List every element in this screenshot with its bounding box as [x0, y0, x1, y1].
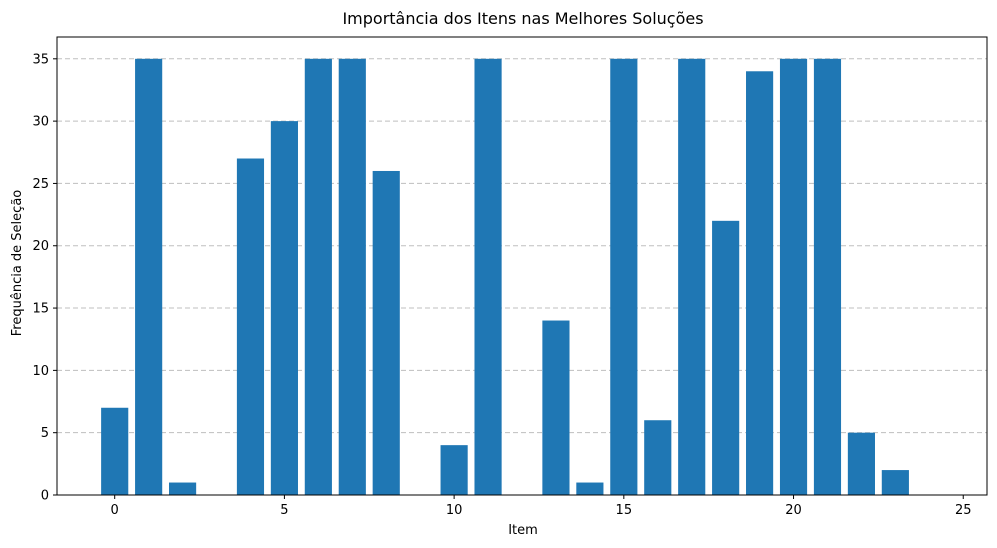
y-axis-label: Frequência de Seleção	[10, 190, 25, 337]
bar-item-11	[474, 58, 502, 496]
chart-title: Importância dos Itens nas Melhores Soluç…	[342, 9, 703, 28]
bar-item-10	[440, 445, 468, 495]
bar-item-23	[881, 470, 909, 495]
bar-item-18	[712, 220, 740, 496]
bar-item-2	[169, 482, 197, 495]
y-tick-label-10: 10	[32, 364, 49, 379]
bars	[101, 58, 909, 496]
bar-item-1	[135, 58, 163, 496]
bar-item-5	[270, 121, 298, 496]
x-tick-label-25: 25	[955, 503, 972, 518]
bar-item-7	[338, 58, 366, 496]
bar-item-15	[610, 58, 638, 496]
bar-item-13	[542, 320, 570, 495]
plot-frame	[56, 36, 988, 496]
x-tick-label-10: 10	[446, 503, 463, 518]
bar-item-4	[236, 158, 265, 496]
bar-item-16	[644, 420, 672, 495]
y-tick-label-0: 0	[41, 489, 49, 504]
bar-item-22	[847, 432, 875, 495]
grid-lines	[57, 58, 987, 496]
bar-item-19	[746, 71, 774, 496]
y-tick-label-15: 15	[32, 302, 49, 317]
x-tick-label-0: 0	[111, 503, 119, 518]
x-tick-label-15: 15	[616, 503, 633, 518]
y-tick-label-20: 20	[32, 239, 49, 254]
bar-item-20	[779, 58, 808, 496]
axes: 0 5 10 15 20 25 0 5 10 15 20 25 30 35	[32, 36, 988, 518]
bar-item-6	[304, 58, 332, 496]
bar-item-8	[372, 170, 400, 496]
bar-item-17	[678, 58, 706, 496]
y-tick-label-5: 5	[41, 426, 49, 441]
y-tick-label-30: 30	[32, 115, 49, 130]
x-tick-label-5: 5	[280, 503, 288, 518]
bar-item-0	[101, 407, 129, 495]
y-tick-label-35: 35	[32, 52, 49, 67]
bar-item-21	[813, 58, 842, 496]
bar-item-14	[576, 482, 604, 495]
y-tick-label-25: 25	[32, 177, 49, 192]
x-tick-label-20: 20	[785, 503, 802, 518]
x-axis-label: Item	[508, 523, 538, 538]
